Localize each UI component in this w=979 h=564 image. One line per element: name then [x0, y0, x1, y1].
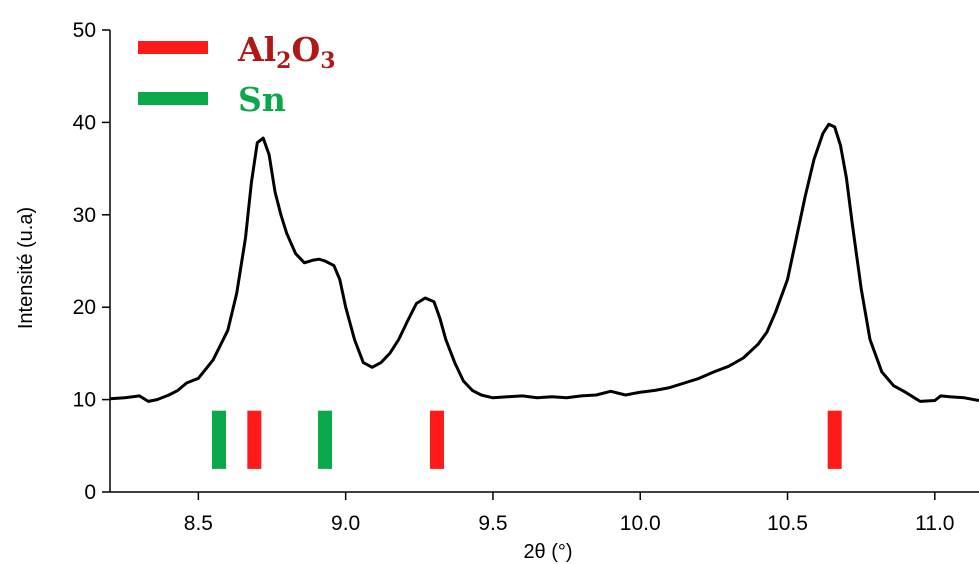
- chart-axes: 0 10 20 30 40 50 8.5 9.0 9.5 10.0 10.5 11.0: [73, 19, 979, 535]
- legend-al2o3-main: Al: [237, 30, 276, 69]
- reference-line-sn: [211, 410, 226, 469]
- x-tick-label: 8.5: [184, 512, 213, 535]
- x-tick-label: 11.0: [915, 512, 954, 535]
- x-tick-label: 9.5: [478, 512, 507, 535]
- legend-swatch-sn: [138, 92, 208, 105]
- legend-label-sn: Sn: [238, 80, 286, 119]
- y-tick-label: 20: [73, 296, 96, 319]
- y-tick-label: 10: [73, 389, 96, 412]
- y-tick-label: 0: [84, 481, 96, 504]
- x-tick-label: 10.5: [767, 512, 808, 535]
- y-tick-label: 30: [73, 204, 96, 227]
- x-tick-label: 9.0: [331, 512, 360, 535]
- data-series: [109, 122, 979, 403]
- y-tick-label: 50: [73, 19, 96, 42]
- reference-line-al2o3: [429, 410, 444, 469]
- legend-al2o3-mid: O: [291, 30, 320, 69]
- legend-al2o3-sub1: 2: [276, 48, 291, 74]
- legend-al2o3-sub2: 3: [320, 48, 335, 74]
- y-axis-title: Intensité (u.a): [15, 207, 37, 329]
- y-tick-label: 40: [73, 111, 96, 134]
- reference-line-sn: [318, 410, 333, 469]
- reference-lines: [211, 410, 842, 469]
- legend-label-al2o3: Al2O3: [237, 30, 336, 74]
- legend: Al2O3 Sn: [138, 30, 336, 119]
- reference-line-al2o3: [827, 410, 842, 469]
- x-axis-title: 2θ (°): [523, 541, 572, 563]
- legend-swatch-al2o3: [138, 41, 208, 54]
- series-line: [109, 122, 979, 403]
- x-tick-label: 10.0: [620, 512, 661, 535]
- reference-line-al2o3: [247, 410, 262, 469]
